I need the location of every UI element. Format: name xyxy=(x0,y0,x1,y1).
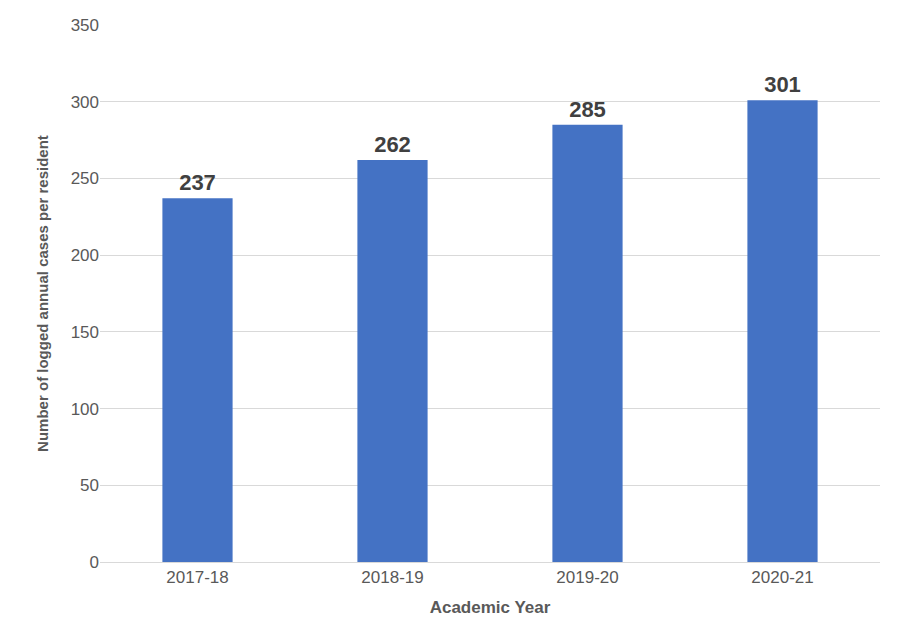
svg-text:200: 200 xyxy=(71,246,99,265)
svg-text:250: 250 xyxy=(71,169,99,188)
svg-text:301: 301 xyxy=(764,72,801,97)
svg-text:262: 262 xyxy=(374,132,411,157)
svg-text:Number of logged annual cases: Number of logged annual cases per reside… xyxy=(34,135,51,452)
svg-text:285: 285 xyxy=(569,97,606,122)
svg-text:237: 237 xyxy=(179,170,216,195)
svg-text:50: 50 xyxy=(80,476,99,495)
svg-text:150: 150 xyxy=(71,323,99,342)
svg-text:0: 0 xyxy=(90,553,99,572)
svg-text:350: 350 xyxy=(71,16,99,35)
svg-text:2020-21: 2020-21 xyxy=(751,568,813,587)
svg-text:2019-20: 2019-20 xyxy=(556,568,618,587)
svg-text:300: 300 xyxy=(71,93,99,112)
svg-text:2017-18: 2017-18 xyxy=(166,568,228,587)
svg-text:100: 100 xyxy=(71,400,99,419)
svg-text:Academic Year: Academic Year xyxy=(430,598,551,617)
svg-text:2018-19: 2018-19 xyxy=(361,568,423,587)
